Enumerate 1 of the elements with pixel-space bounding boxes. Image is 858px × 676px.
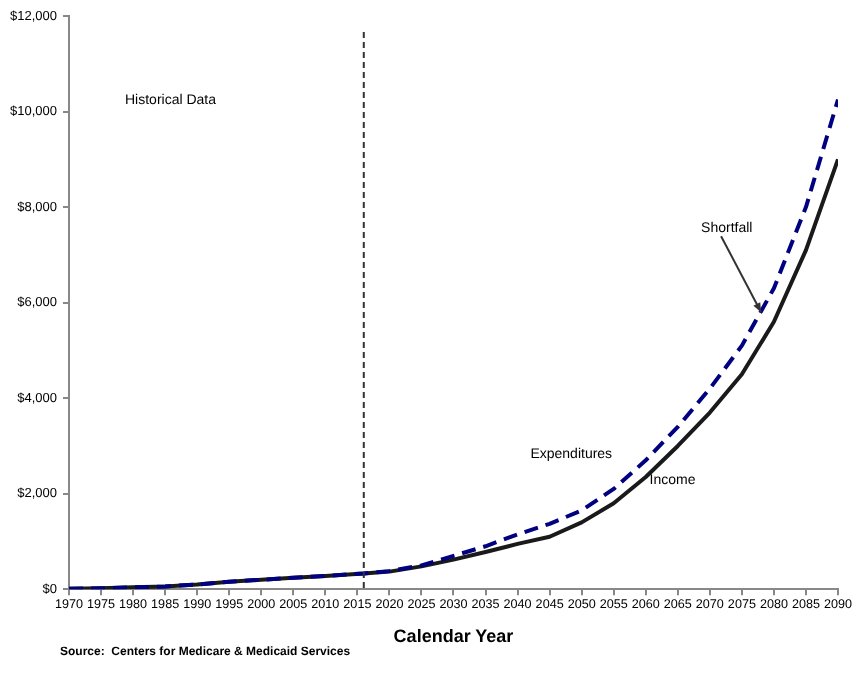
x-axis-title: Calendar Year [393,626,515,647]
